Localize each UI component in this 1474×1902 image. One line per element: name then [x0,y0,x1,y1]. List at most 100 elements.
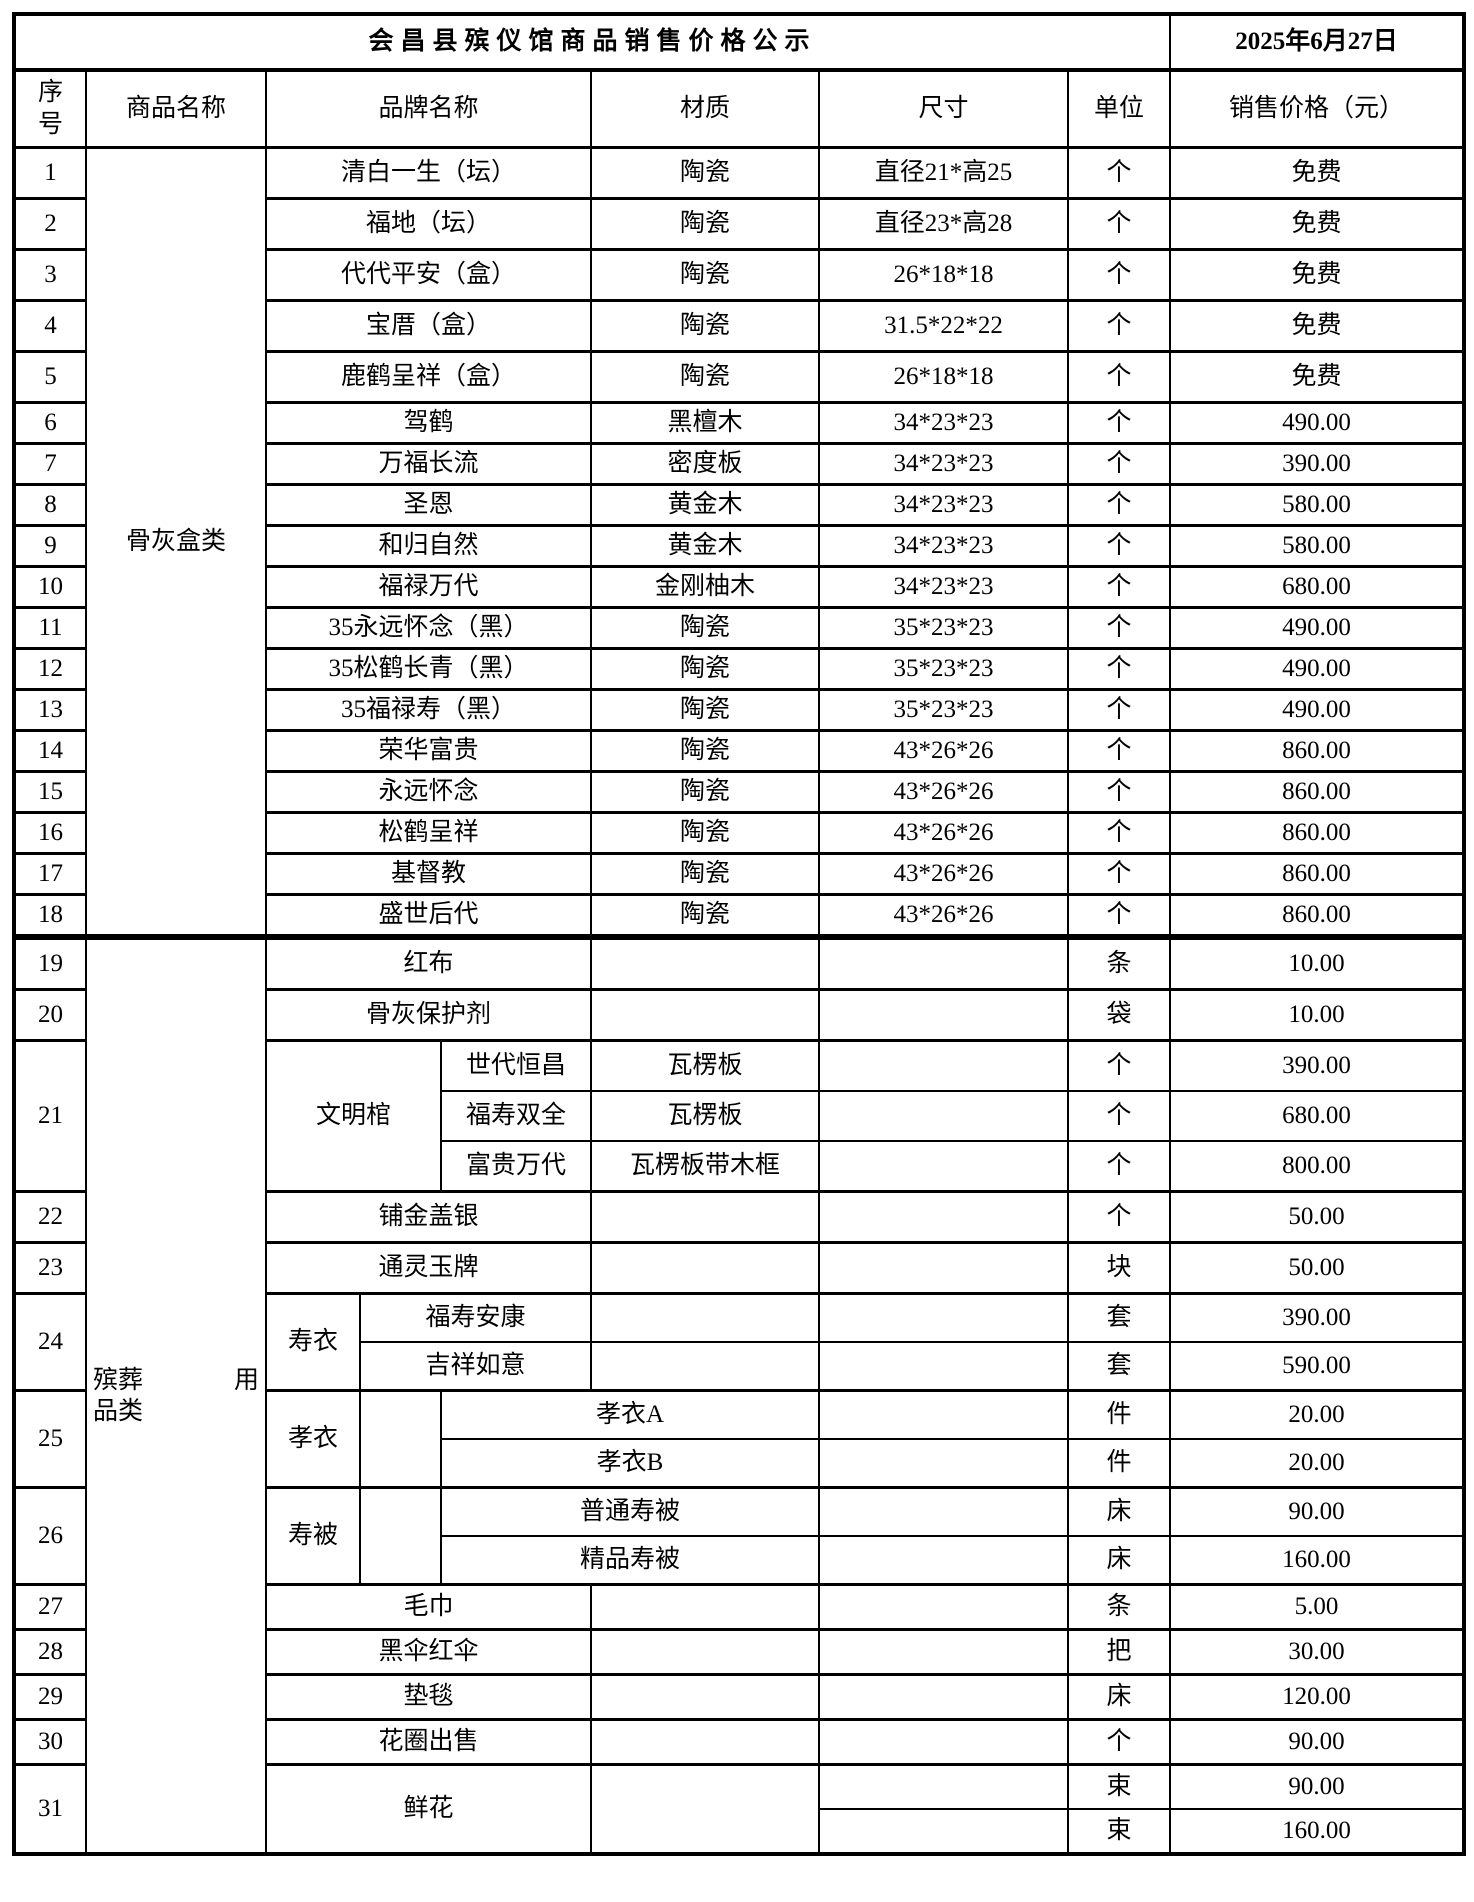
category-label-part: 殡葬 [93,1366,144,1394]
category-label-line1: 殡葬 用 [91,1365,261,1396]
page-title: 会昌县殡仪馆商品销售价格公示 [12,13,1172,72]
brand-cell: 毛巾 [265,1583,592,1631]
brand-cell: 35福禄寿（黑） [265,688,592,732]
material-cell: 黑檀木 [590,401,820,445]
row-16: 16 松鹤呈祥 陶瓷 43*26*26 个 860.00 [13,811,1466,855]
no-cell: 10 [13,565,87,609]
material-cell: 金刚柚木 [590,565,820,609]
unit-cell: 个 [1066,248,1172,302]
size-cell: 35*23*23 [818,647,1069,691]
no-cell: 1 [13,146,87,200]
group-label-cell: 文明棺 [265,1039,442,1193]
unit-cell: 个 [1066,729,1172,773]
sub-brand-cell: 孝衣B [440,1438,820,1489]
material-cell: 陶瓷 [590,299,820,353]
no-cell: 12 [13,647,87,691]
category-cell: 骨灰盒类 [85,146,267,938]
sub-brand-cell: 孝衣A [440,1389,820,1440]
row-31-sub-2: 束 160.00 [14,1808,1466,1855]
size-cell: 34*23*23 [818,483,1069,527]
size-cell: 43*26*26 [818,893,1069,938]
size-cell [818,1140,1069,1193]
material-cell: 陶瓷 [590,647,820,691]
sub-brand-cell: 富贵万代 [440,1140,592,1193]
material-cell: 陶瓷 [590,606,820,650]
group-label-cell: 寿被 [265,1486,361,1586]
price-cell: 160.00 [1169,1808,1466,1855]
size-cell: 34*23*23 [818,565,1069,609]
row-21-sub-3: 富贵万代 瓦楞板带木框 个 800.00 [14,1140,1466,1193]
material-cell: 密度板 [590,442,820,486]
row-18: 18 盛世后代 陶瓷 43*26*26 个 860.00 [13,893,1466,938]
brand-cell: 花圈出售 [265,1718,592,1766]
unit-cell: 个 [1066,1718,1172,1766]
material-cell: 黄金木 [590,524,820,568]
size-cell: 43*26*26 [818,811,1069,855]
unit-cell: 件 [1066,1438,1172,1489]
unit-cell: 床 [1066,1673,1172,1721]
no-cell: 29 [13,1673,87,1721]
price-cell: 90.00 [1169,1763,1466,1810]
brand-cell: 红布 [265,934,592,991]
no-cell: 9 [13,524,87,568]
price-cell: 860.00 [1169,893,1466,938]
row-14: 14 荣华富贵 陶瓷 43*26*26 个 860.00 [13,729,1466,773]
unit-cell: 把 [1066,1628,1172,1676]
size-cell [818,1535,1069,1586]
size-cell: 直径21*高25 [818,146,1069,200]
size-cell: 43*26*26 [818,852,1069,896]
size-cell: 34*23*23 [818,524,1069,568]
row-24: 24 寿衣 福寿安康套 390.00 [13,1292,1466,1392]
price-cell: 120.00 [1169,1673,1466,1721]
brand-cell: 35永远怀念（黑） [265,606,592,650]
price-cell: 860.00 [1169,852,1466,896]
material-cell: 陶瓷 [590,197,820,251]
row-30: 30 花圈出售 个 90.00 [13,1718,1466,1766]
size-cell [818,1190,1069,1244]
row-4: 4 宝厝（盒） 陶瓷 31.5*22*22 个免费 [13,299,1466,353]
material-cell: 瓦楞板 [590,1090,820,1142]
unit-cell: 个 [1066,1190,1172,1244]
unit-cell: 块 [1066,1241,1172,1295]
category-label-part: 用 [233,1366,259,1394]
no-cell: 8 [13,483,87,527]
size-cell [818,1241,1069,1295]
no-cell: 31 [13,1763,87,1855]
material-cell: 黄金木 [590,483,820,527]
unit-cell: 个 [1066,524,1172,568]
material-cell: 陶瓷 [590,248,820,302]
size-cell [818,1341,1069,1392]
size-cell: 43*26*26 [818,770,1069,814]
size-cell: 26*18*18 [818,350,1069,404]
no-cell: 24 [13,1292,87,1392]
size-cell [818,934,1069,991]
brand-cell: 代代平安（盒） [265,248,592,302]
row-7: 7 万福长流 密度板 34*23*23 个 390.00 [13,442,1466,486]
brand-cell: 福地（坛） [265,197,592,251]
row-8: 8 圣恩 黄金木 34*23*23 个 580.00 [13,483,1466,527]
price-cell: 490.00 [1169,606,1466,650]
brand-cell: 鲜花 [265,1763,592,1855]
sub-brand-cell: 福寿安康 [359,1292,592,1343]
row-29: 29 垫毯 床 120.00 [13,1673,1466,1721]
no-cell: 2 [13,197,87,251]
unit-cell: 套 [1066,1292,1172,1343]
row-13: 13 35福禄寿（黑） 陶瓷 35*23*23 个 490.00 [13,688,1466,732]
sub-brand-cell: 精品寿被 [440,1535,820,1586]
brand-cell: 35松鹤长青（黑） [265,647,592,691]
col-header-product: 商品名称 [85,68,267,149]
price-cell: 860.00 [1169,770,1466,814]
row-24-sub-2: 吉祥如意 套 590.00 [14,1341,1466,1392]
unit-cell: 个 [1066,852,1172,896]
unit-cell: 个 [1066,893,1172,938]
row-2: 2 福地（坛） 陶瓷 直径23*高28 个免费 [13,197,1466,251]
unit-cell: 条 [1066,934,1172,991]
price-cell: 5.00 [1169,1583,1466,1631]
row-26-sub-2: 精品寿被 床 160.00 [14,1535,1466,1586]
size-cell [818,1583,1069,1631]
unit-cell: 个 [1066,483,1172,527]
brand-cell: 松鹤呈祥 [265,811,592,855]
no-cell: 30 [13,1718,87,1766]
size-cell [818,1628,1069,1676]
col-header-brand: 品牌名称 [265,68,592,149]
